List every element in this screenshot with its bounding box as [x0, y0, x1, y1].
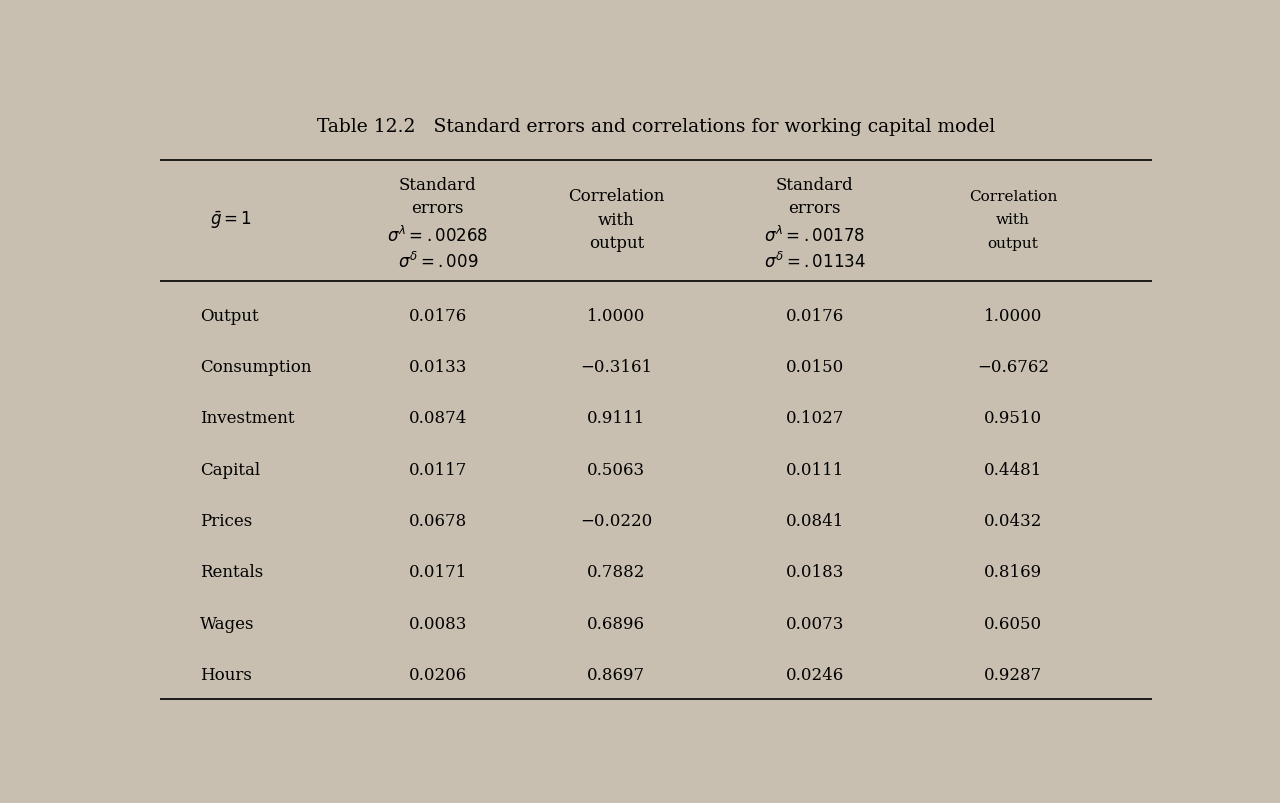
Text: $\sigma^\delta = .01134$: $\sigma^\delta = .01134$: [764, 251, 865, 271]
Text: 0.0111: 0.0111: [786, 461, 844, 478]
Text: 0.8697: 0.8697: [588, 666, 645, 683]
Text: 0.7882: 0.7882: [588, 564, 645, 581]
Text: output: output: [589, 235, 644, 252]
Text: Correlation: Correlation: [969, 190, 1057, 203]
Text: 0.0841: 0.0841: [786, 512, 844, 529]
Text: errors: errors: [411, 200, 465, 217]
Text: 0.6896: 0.6896: [588, 615, 645, 632]
Text: Rentals: Rentals: [200, 564, 262, 581]
Text: 0.0176: 0.0176: [408, 308, 467, 324]
Text: $\sigma^\lambda = .00268$: $\sigma^\lambda = .00268$: [387, 225, 489, 246]
Text: 0.4481: 0.4481: [984, 461, 1042, 478]
Text: Consumption: Consumption: [200, 359, 311, 376]
Text: 0.5063: 0.5063: [588, 461, 645, 478]
Text: 0.9287: 0.9287: [984, 666, 1042, 683]
Text: Prices: Prices: [200, 512, 252, 529]
Text: 0.6050: 0.6050: [984, 615, 1042, 632]
Text: 0.0246: 0.0246: [786, 666, 844, 683]
Text: Capital: Capital: [200, 461, 260, 478]
Text: 0.0183: 0.0183: [786, 564, 844, 581]
Text: with: with: [996, 213, 1030, 227]
Text: −0.6762: −0.6762: [977, 359, 1050, 376]
Text: $\sigma^\lambda = .00178$: $\sigma^\lambda = .00178$: [764, 225, 865, 246]
Text: Table 12.2   Standard errors and correlations for working capital model: Table 12.2 Standard errors and correlati…: [317, 118, 995, 136]
Text: Wages: Wages: [200, 615, 255, 632]
Text: Standard: Standard: [399, 177, 476, 194]
Text: −0.3161: −0.3161: [580, 359, 653, 376]
Text: 0.0150: 0.0150: [786, 359, 844, 376]
Text: 0.0117: 0.0117: [408, 461, 467, 478]
Text: 0.0083: 0.0083: [408, 615, 467, 632]
Text: 0.0133: 0.0133: [408, 359, 467, 376]
Text: Output: Output: [200, 308, 259, 324]
Text: 0.0171: 0.0171: [408, 564, 467, 581]
Text: 0.9510: 0.9510: [984, 410, 1042, 427]
Text: 0.0206: 0.0206: [408, 666, 467, 683]
Text: 0.9111: 0.9111: [588, 410, 645, 427]
Text: −0.0220: −0.0220: [580, 512, 653, 529]
Text: $\sigma^\delta = .009$: $\sigma^\delta = .009$: [398, 251, 477, 271]
Text: 0.0073: 0.0073: [786, 615, 844, 632]
Text: 0.1027: 0.1027: [786, 410, 844, 427]
Text: 1.0000: 1.0000: [984, 308, 1042, 324]
Text: $\bar{g} = 1$: $\bar{g} = 1$: [210, 210, 252, 230]
Text: 1.0000: 1.0000: [588, 308, 645, 324]
Text: 0.0176: 0.0176: [786, 308, 844, 324]
Text: Hours: Hours: [200, 666, 252, 683]
Text: errors: errors: [788, 200, 841, 217]
Text: Correlation: Correlation: [568, 188, 664, 205]
Text: Standard: Standard: [776, 177, 854, 194]
Text: output: output: [988, 237, 1038, 251]
Text: with: with: [598, 211, 635, 229]
Text: Investment: Investment: [200, 410, 294, 427]
Text: 0.0874: 0.0874: [408, 410, 467, 427]
Text: 0.0432: 0.0432: [984, 512, 1042, 529]
Text: 0.8169: 0.8169: [984, 564, 1042, 581]
Text: 0.0678: 0.0678: [408, 512, 467, 529]
